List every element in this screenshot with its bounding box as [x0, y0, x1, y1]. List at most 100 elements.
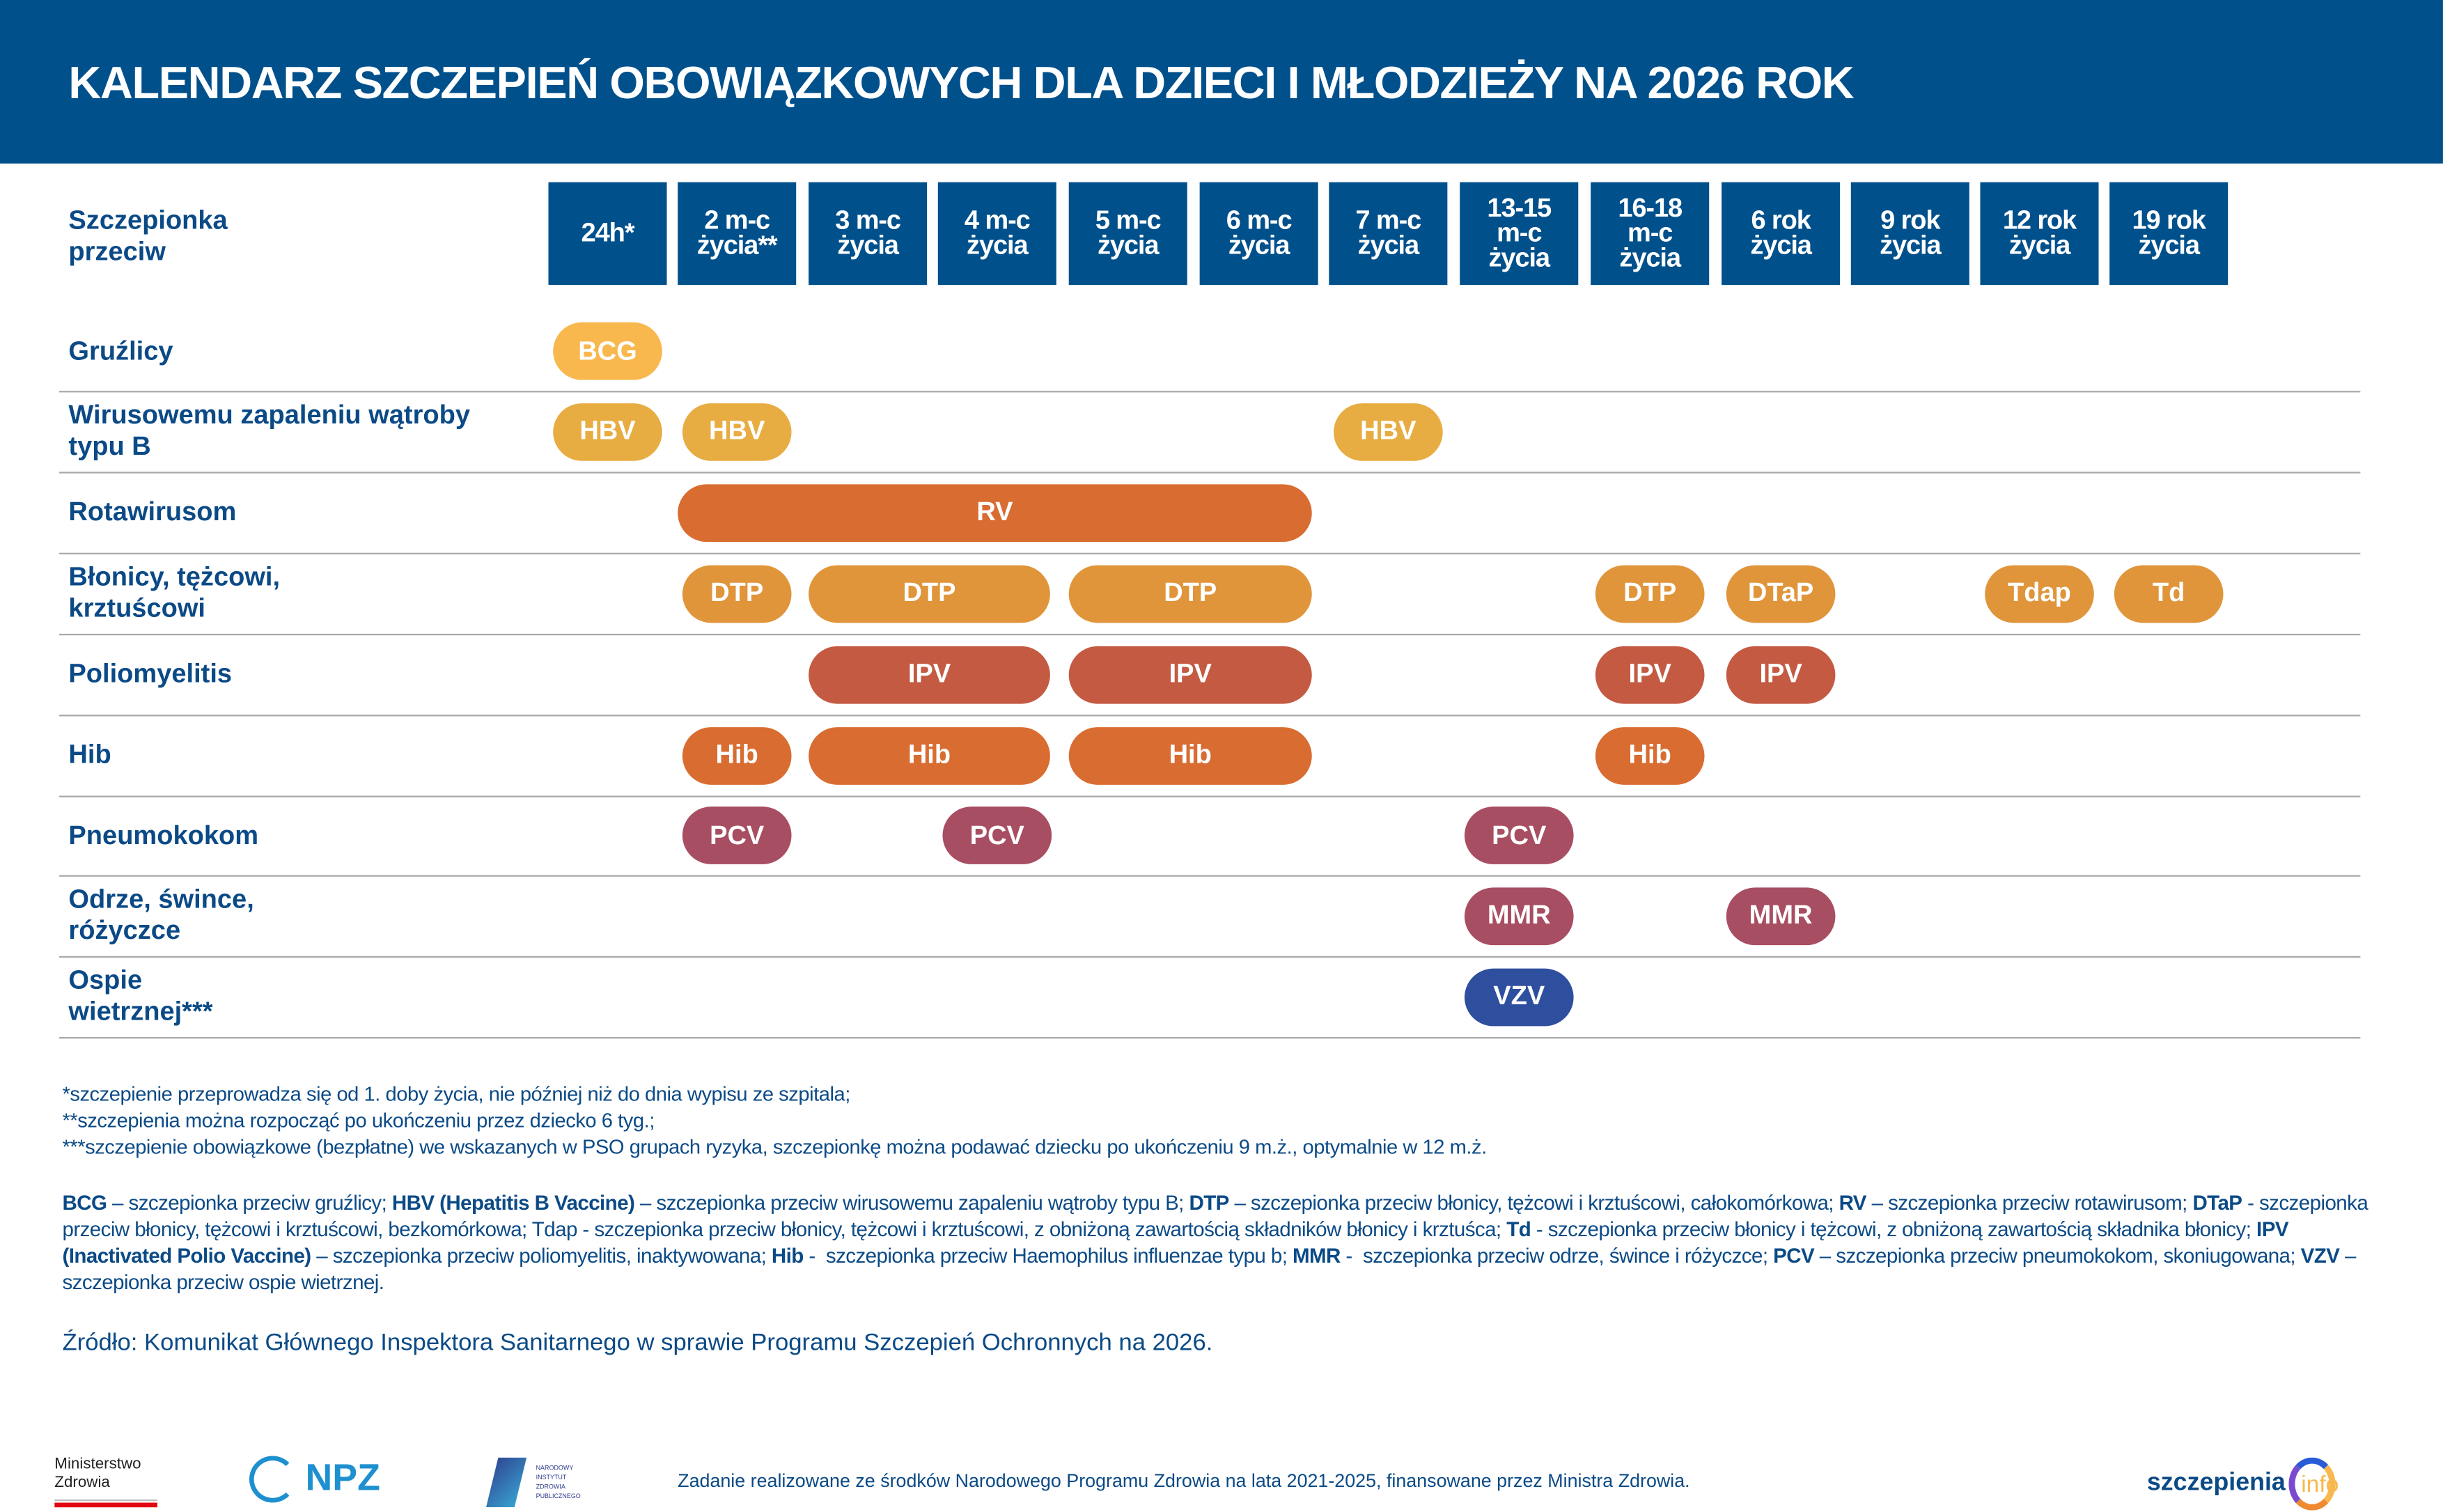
vaccine-pill-hbv: HBV — [1334, 402, 1443, 460]
vaccine-pill-mmr: MMR — [1464, 887, 1574, 945]
legend-term: HBV (Hepatitis B Vaccine) — [391, 1191, 635, 1215]
legend-description: - szczepionka przeciw błonicy, tężcowi i… — [62, 1191, 2373, 1241]
vaccine-pill-hib: Hib — [682, 726, 792, 784]
column-header: 16-18 m-c życia — [1591, 182, 1710, 286]
legend-description: – szczepionka przeciw gruźlicy; — [107, 1191, 392, 1215]
page-title: KALENDARZ SZCZEPIEŃ OBOWIĄZKOWYCH DLA DZ… — [68, 59, 1854, 109]
legend-term: MMR — [1293, 1244, 1341, 1268]
brand-logo-suffix: info — [2301, 1470, 2339, 1497]
row-divider — [59, 795, 2361, 797]
funding-note: Zadanie realizowane ze środków Narodoweg… — [678, 1470, 1690, 1492]
legend-term: Hib — [771, 1244, 804, 1268]
vaccine-pill-dtap: DTaP — [1726, 564, 1836, 623]
vaccine-pill-mmr: MMR — [1726, 887, 1836, 945]
vaccine-pill-dtp: DTP — [809, 564, 1050, 623]
row-label: Wirusowemu zapaleniu wątroby typu B — [68, 400, 471, 461]
row-divider — [59, 552, 2361, 554]
vaccine-pill-bcg: BCG — [553, 322, 662, 380]
legend-description: – szczepionka przeciw błonicy, tężcowi i… — [1228, 1191, 1839, 1215]
row-label: Odrze, śwince, różyczce — [68, 884, 254, 946]
column-header: 6 rok życia — [1722, 182, 1841, 286]
vaccine-pill-tdap: Tdap — [1985, 564, 2094, 623]
vaccine-pill-pcv: PCV — [942, 806, 1052, 864]
footnote: **szczepienia można rozpocząć po ukończe… — [62, 1108, 655, 1132]
vaccine-pill-dtp: DTP — [1068, 564, 1312, 623]
row-divider — [59, 875, 2361, 877]
npz-logo: NPZ — [249, 1456, 380, 1503]
column-header: 4 m-c życia — [937, 182, 1056, 286]
column-header: 2 m-c życia** — [678, 182, 797, 286]
legend-description: – szczepionka przeciw ospie wietrznej. — [62, 1244, 2362, 1294]
row-label: Błonicy, tężcowi, krztuścowi — [68, 562, 281, 623]
vaccine-pill-dtp: DTP — [682, 564, 792, 623]
legend-description: - szczepionka przeciw błonicy i tężcowi,… — [1531, 1217, 2257, 1241]
vaccine-pill-vzv: VZV — [1464, 967, 1574, 1026]
npz-logo-text: NPZ — [305, 1457, 380, 1500]
column-header: 7 m-c życia — [1329, 182, 1448, 286]
legend-description: – szczepionka przeciw poliomyelitis, ina… — [311, 1244, 772, 1268]
legend-term: Td — [1506, 1217, 1531, 1241]
legend-description: – szczepionka przeciw wirusowemu zapalen… — [634, 1191, 1189, 1215]
brand-logo-text: szczepienia — [2146, 1470, 2286, 1497]
npz-emblem-icon — [249, 1456, 297, 1503]
column-header: 5 m-c życia — [1068, 182, 1187, 286]
row-label: Gruźlicy — [68, 335, 173, 366]
row-label: Poliomyelitis — [68, 658, 233, 689]
row-label: Ospie wietrznej*** — [68, 965, 213, 1027]
row-divider — [59, 1037, 2361, 1039]
vaccine-pill-rv: RV — [678, 483, 1312, 541]
nizp-logo-text: NARODOWY INSTYTUT ZDROWIA PUBLICZNEGO — [536, 1463, 581, 1500]
row-label: Hib — [68, 740, 111, 770]
vaccine-pill-pcv: PCV — [1464, 806, 1574, 864]
vaccine-pill-ipv: IPV — [1726, 645, 1836, 703]
vaccine-pill-hbv: HBV — [682, 402, 792, 460]
legend-description: – szczepionka przeciw pneumokokom, skoni… — [1814, 1244, 2301, 1268]
source-note: Źródło: Komunikat Głównego Inspektora Sa… — [62, 1330, 1213, 1357]
brand-ring-icon — [2288, 1457, 2336, 1511]
column-header: 19 rok życia — [2109, 182, 2229, 286]
corner-label: Szczepionka przeciw — [68, 205, 228, 267]
ministry-logo-text: Ministerstwo Zdrowia — [54, 1456, 141, 1492]
vaccine-pill-hib: Hib — [809, 726, 1050, 784]
vaccine-pill-td: Td — [2114, 564, 2224, 623]
nizp-emblem-icon — [486, 1457, 527, 1508]
szczepienia-info-logo: szczepienia info — [2146, 1457, 2339, 1511]
row-divider — [59, 391, 2361, 393]
nizp-logo: NARODOWY INSTYTUT ZDROWIA PUBLICZNEGO — [486, 1457, 592, 1508]
vaccine-pill-ipv: IPV — [1595, 645, 1705, 703]
column-header: 6 m-c życia — [1199, 182, 1318, 286]
vaccine-pill-hbv: HBV — [553, 402, 662, 460]
legend-description: - szczepionka przeciw Haemophilus influe… — [803, 1244, 1293, 1268]
legend-term: IPV (Inactivated Polio Vaccine) — [62, 1217, 2288, 1268]
legend-term: RV — [1839, 1191, 1867, 1215]
vaccine-pill-ipv: IPV — [809, 645, 1050, 703]
abbreviation-legend: BCG – szczepionka przeciw gruźlicy; HBV … — [62, 1190, 2368, 1295]
vaccine-pill-ipv: IPV — [1068, 645, 1312, 703]
row-label: Rotawirusom — [68, 497, 237, 527]
column-header: 3 m-c życia — [809, 182, 928, 286]
ministry-logo: Ministerstwo Zdrowia — [54, 1456, 157, 1508]
column-header: 13-15 m-c życia — [1460, 182, 1579, 286]
legend-term: DTP — [1189, 1191, 1229, 1215]
column-header: 24h* — [548, 182, 667, 286]
row-label: Pneumokokom — [68, 820, 259, 850]
footnote: ***szczepienie obowiązkowe (bezpłatne) w… — [62, 1135, 1487, 1159]
legend-description: - szczepionka przeciw odrze, śwince i ró… — [1340, 1244, 1774, 1268]
title-banner: KALENDARZ SZCZEPIEŃ OBOWIĄZKOWYCH DLA DZ… — [0, 0, 2443, 164]
legend-description: – szczepionka przeciw rotawirusom; — [1866, 1191, 2193, 1215]
footnote: *szczepienie przeprowadza się od 1. doby… — [62, 1082, 850, 1106]
vaccine-pill-hib: Hib — [1595, 726, 1705, 784]
legend-term: BCG — [62, 1191, 107, 1215]
column-header: 12 rok życia — [1980, 182, 2099, 286]
column-header: 9 rok życia — [1850, 182, 1969, 286]
vaccine-pill-pcv: PCV — [682, 806, 792, 864]
legend-term: VZV — [2300, 1244, 2340, 1268]
row-divider — [59, 633, 2361, 636]
vaccine-pill-hib: Hib — [1068, 726, 1312, 784]
vaccine-pill-dtp: DTP — [1595, 564, 1705, 623]
row-divider — [59, 956, 2361, 958]
legend-term: DTaP — [2192, 1191, 2242, 1215]
row-divider — [59, 471, 2361, 474]
row-divider — [59, 715, 2361, 717]
